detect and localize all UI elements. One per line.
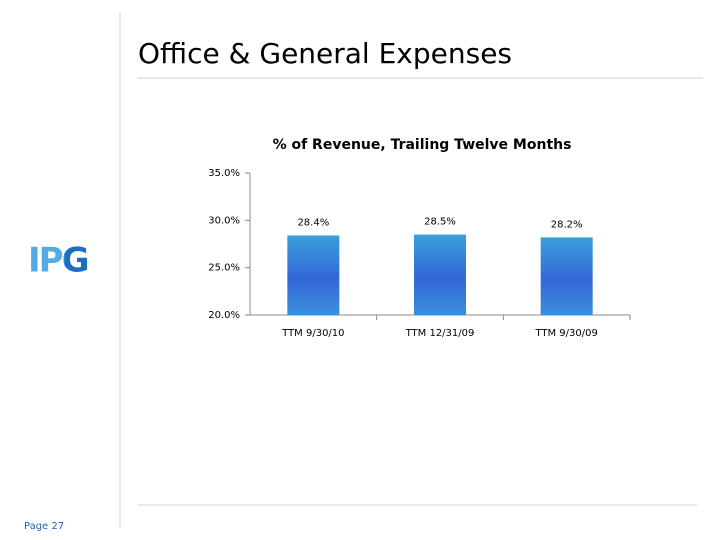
y-tick-label: 30.0% xyxy=(208,215,240,226)
page-number: Page 27 xyxy=(24,521,64,532)
bar xyxy=(287,235,340,315)
y-tick-label: 20.0% xyxy=(208,310,240,321)
x-tick-label: TTM 9/30/09 xyxy=(534,328,597,339)
value-label: 28.4% xyxy=(297,217,329,228)
x-tick-label: TTM 12/31/09 xyxy=(405,328,475,339)
y-tick-label: 35.0% xyxy=(208,168,240,179)
y-tick-label: 25.0% xyxy=(208,263,240,274)
slide-title: Office & General Expenses xyxy=(138,37,512,70)
logo: IPG xyxy=(28,241,88,281)
chart-title: % of Revenue, Trailing Twelve Months xyxy=(273,137,572,153)
bar xyxy=(414,234,466,315)
bar xyxy=(540,237,593,315)
value-label: 28.2% xyxy=(551,219,583,230)
value-label: 28.5% xyxy=(424,217,456,228)
x-tick-label: TTM 9/30/10 xyxy=(281,328,344,339)
